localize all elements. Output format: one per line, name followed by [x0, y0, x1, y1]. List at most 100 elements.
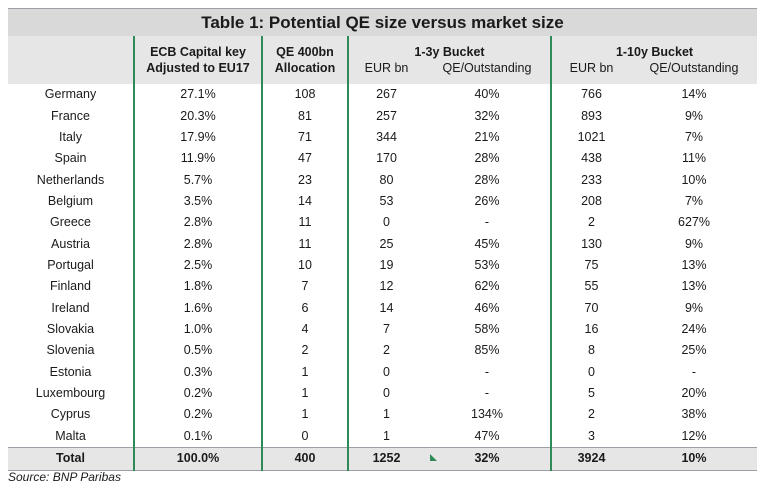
- b3-pct-cell: 47%: [474, 428, 500, 443]
- ecb-cell: 11.9%: [133, 148, 262, 170]
- qe-cell: 6: [261, 297, 348, 319]
- b3-eur-cell: 25: [347, 233, 424, 255]
- b10-eur-cell: 16: [550, 318, 631, 341]
- b3-pct-cell: 40%: [474, 87, 500, 102]
- table-row: Belgium 3.5% 14 53 26% 208 7%: [8, 190, 757, 213]
- country-cell: Cyprus: [50, 407, 91, 422]
- corner-header-2: [8, 60, 134, 84]
- b3-eur-cell: 1252: [347, 446, 424, 471]
- ecb-cell: 0.1%: [133, 425, 262, 448]
- qe-cell: 2: [261, 340, 348, 362]
- b3-eur-cell: 14: [347, 297, 424, 319]
- b3-pct-cell: -: [484, 364, 490, 379]
- b3-eur-header: EUR bn: [347, 60, 424, 84]
- table-row: Estonia 0.3% 1 0-0-: [8, 361, 757, 383]
- b10-eur-cell: 8: [550, 340, 631, 362]
- ecb-cell: 27.1%: [133, 84, 262, 106]
- qe-cell: 23: [261, 169, 348, 191]
- b10-eur-cell: 70: [550, 297, 631, 319]
- ecb-cell: 100.0%: [133, 446, 262, 471]
- ecb-cell: 0.3%: [133, 361, 262, 383]
- b10-eur-cell: 130: [550, 233, 631, 255]
- b3-pct-cell: 53%: [474, 257, 500, 272]
- country-cell: Ireland: [51, 300, 90, 315]
- b3-eur-cell: 19: [347, 254, 424, 277]
- country-cell: Malta: [55, 428, 86, 443]
- b10-eur-cell: 438: [550, 148, 631, 170]
- b10-eur-cell: 208: [550, 190, 631, 213]
- b10-pct-cell: 25%: [681, 343, 707, 358]
- b3-eur-cell: 1: [347, 404, 424, 426]
- qe-cell: 1: [261, 361, 348, 383]
- table-row: Spain 11.9% 47 170 28% 438 11%: [8, 148, 757, 170]
- country-cell: Finland: [50, 279, 91, 294]
- source-note: Source: BNP Paribas: [8, 470, 121, 484]
- b10-pct-cell: 38%: [681, 407, 707, 422]
- b10-eur-cell: 1021: [550, 126, 631, 149]
- table-row: Germany 27.1% 108 267 40% 766 14%: [8, 84, 757, 106]
- table-row: France 20.3% 81 257 32% 893 9%: [8, 105, 757, 127]
- ecb-cell: 1.0%: [133, 318, 262, 341]
- ecb-cell: 2.5%: [133, 254, 262, 277]
- b3-pct-cell: 32%: [474, 108, 500, 123]
- bucket-1-10-header: 1-10y Bucket: [550, 36, 757, 60]
- ecb-cell: 2.8%: [133, 233, 262, 255]
- qe-cell: 71: [261, 126, 348, 149]
- country-cell: France: [51, 108, 90, 123]
- b3-pct-cell: 45%: [474, 236, 500, 251]
- qe-cell: 400: [261, 446, 348, 471]
- b10-pct-cell: 12%: [681, 428, 707, 443]
- ecb-cell: 20.3%: [133, 105, 262, 127]
- b10-pct-cell: 7%: [684, 129, 704, 144]
- b3-eur-cell: 2: [347, 340, 424, 362]
- b3-pct-cell: 21%: [474, 129, 500, 144]
- ecb-cell: 5.7%: [133, 169, 262, 191]
- b10-eur-cell: 2: [550, 404, 631, 426]
- b3-pct-cell: 46%: [474, 300, 500, 315]
- b3-pct-cell: -: [484, 385, 490, 400]
- qe-cell: 14: [261, 190, 348, 213]
- b3-pct-cell: 32%: [424, 446, 551, 471]
- table-row: Greece 2.8% 11 0 - 2 627%: [8, 212, 757, 234]
- b3-pct-cell: 85%: [474, 343, 500, 358]
- b10-eur-header: EUR bn: [550, 60, 631, 84]
- b3-eur-cell: 7: [347, 318, 424, 341]
- b3-pct-cell: 62%: [474, 279, 500, 294]
- country-cell: Slovakia: [46, 321, 95, 336]
- table-row: Netherlands 5.7% 23 80 28% 233 10%: [8, 169, 757, 191]
- qe-cell: 7: [261, 276, 348, 298]
- b10-eur-cell: 2: [550, 212, 631, 234]
- table-row: Luxembourg 0.2% 1 0 - 5 20%: [8, 382, 757, 405]
- table-title: Table 1: Potential QE size versus market…: [8, 8, 757, 36]
- b10-pct-cell: 20%: [681, 385, 707, 400]
- b3-eur-cell: 1: [347, 425, 424, 448]
- country-cell: Greece: [50, 215, 91, 230]
- qe-header-line1: QE 400bn: [261, 36, 348, 60]
- b10-eur-cell: 5: [550, 382, 631, 405]
- b10-pct-cell: 11%: [681, 151, 707, 166]
- b3-eur-cell: 0: [347, 382, 424, 405]
- table-row: Malta 0.1% 0 1 47% 3 12%: [8, 425, 757, 448]
- b10-eur-cell: 3: [550, 425, 631, 448]
- qe-cell: 4: [261, 318, 348, 341]
- qe-header-line2: Allocation: [261, 60, 348, 84]
- b10-pct-cell: 9%: [684, 236, 704, 251]
- qe-cell: 10: [261, 254, 348, 277]
- qe-cell: 47: [261, 148, 348, 170]
- total-row: Total 100.0% 400 1252 32% 3924 10%: [8, 446, 757, 471]
- qe-cell: 81: [261, 105, 348, 127]
- corner-header: [8, 36, 134, 60]
- b10-eur-cell: 0: [550, 361, 631, 383]
- b10-pct-cell: 24%: [681, 321, 707, 336]
- qe-cell: 1: [261, 382, 348, 405]
- b3-eur-cell: 80: [347, 169, 424, 191]
- country-cell: Netherlands: [36, 172, 105, 187]
- ecb-cell: 1.8%: [133, 276, 262, 298]
- ecb-cell: 3.5%: [133, 190, 262, 213]
- b10-eur-cell: 55: [550, 276, 631, 298]
- table-row: Cyprus 0.2% 1 1 134% 2 38%: [8, 404, 757, 426]
- b3-pct-cell: 28%: [474, 151, 500, 166]
- b3-eur-cell: 344: [347, 126, 424, 149]
- b10-pct-cell: 10%: [631, 446, 757, 471]
- b10-pct-cell: 9%: [684, 300, 704, 315]
